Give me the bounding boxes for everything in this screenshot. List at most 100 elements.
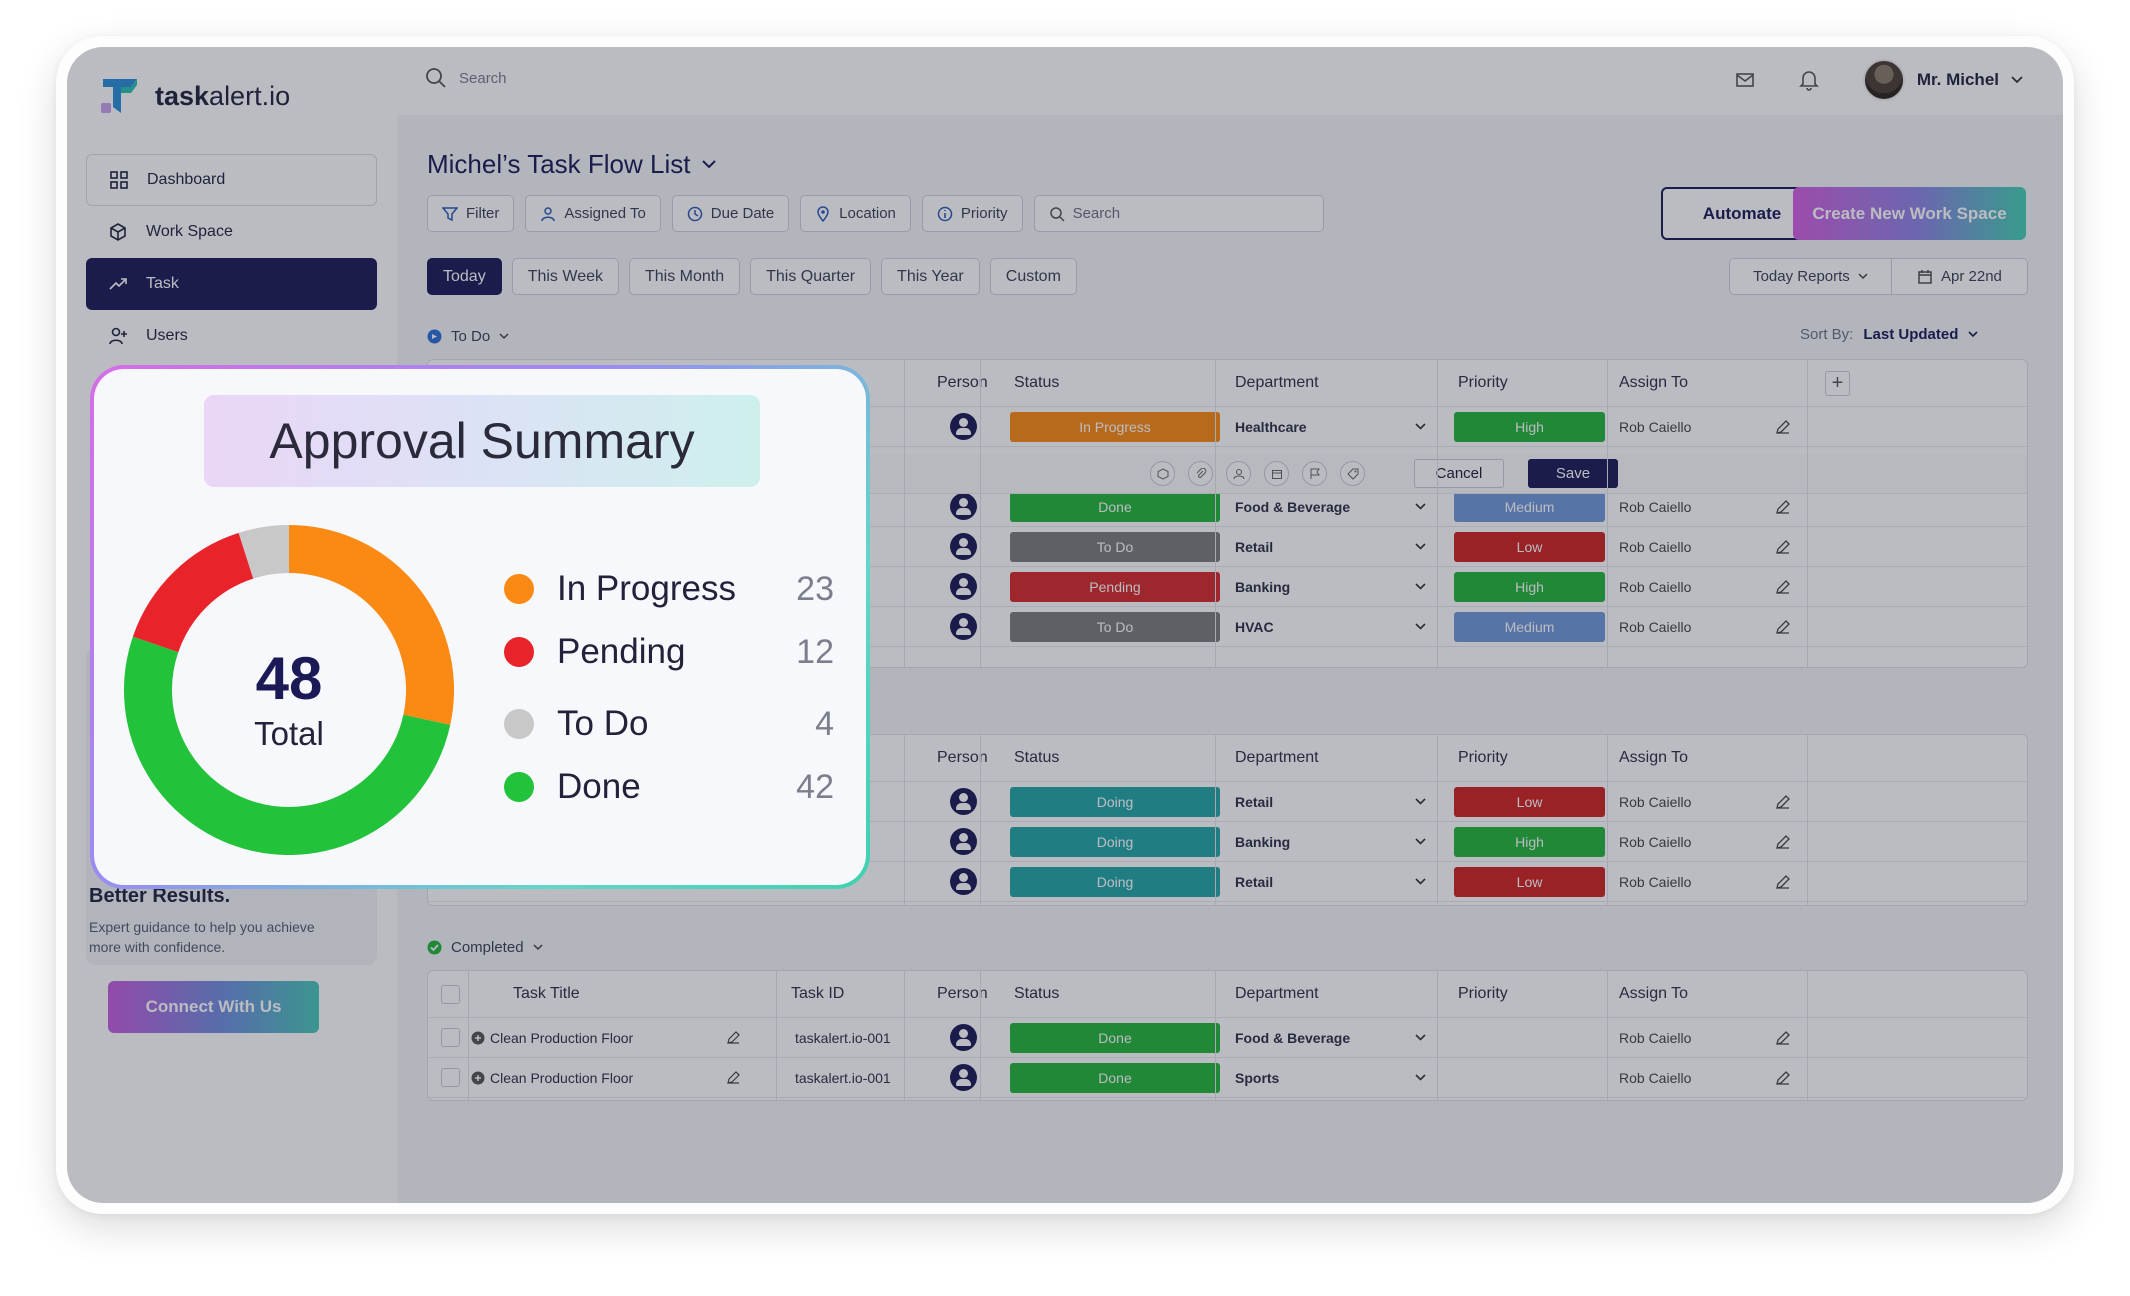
edit-icon[interactable]	[1775, 1058, 1791, 1097]
status-badge[interactable]: In Progress	[1010, 412, 1220, 442]
table-row[interactable]: -001PendingBankingHighRob Caiello	[428, 567, 2027, 607]
assignee-icon[interactable]	[1226, 461, 1251, 486]
person-avatar-cell[interactable]	[950, 487, 977, 526]
mail-icon[interactable]	[1735, 70, 1755, 90]
due-date-filter[interactable]: Due Date	[671, 195, 790, 232]
chevron-down-icon[interactable]	[1415, 782, 1426, 821]
tab-this-quarter[interactable]: This Quarter	[750, 258, 872, 295]
tab-custom[interactable]: Custom	[989, 258, 1077, 295]
status-badge[interactable]: Pending	[1010, 572, 1220, 602]
table-row[interactable]: rt.io-001DoingRetailLowRob Caiello	[428, 862, 2027, 902]
cancel-button[interactable]: Cancel	[1414, 459, 1504, 488]
create-workspace-button[interactable]: Create New Work Space	[1793, 187, 2026, 240]
chevron-down-icon[interactable]	[1415, 607, 1426, 646]
expand-icon[interactable]	[471, 1058, 485, 1097]
filter-button[interactable]: Filter	[427, 195, 515, 232]
page-title[interactable]: Michel’s Task Flow List	[427, 149, 717, 180]
assigned-to-filter[interactable]: Assigned To	[525, 195, 661, 232]
task-title[interactable]: Clean Production Floor	[490, 1069, 634, 1086]
expand-icon[interactable]	[471, 1018, 485, 1057]
priority-badge[interactable]: Low	[1454, 787, 1605, 817]
flag-icon[interactable]	[1302, 461, 1327, 486]
date-picker[interactable]: Apr 22nd	[1892, 259, 2027, 294]
sidebar-item-task[interactable]: Task	[86, 258, 377, 310]
priority-badge[interactable]: Low	[1454, 867, 1605, 897]
edit-icon[interactable]	[1775, 1018, 1791, 1057]
tab-this-week[interactable]: This Week	[511, 258, 619, 295]
status-badge[interactable]: Doing	[1010, 787, 1220, 817]
user-menu[interactable]: Mr. Michel	[1862, 59, 2023, 101]
edit-icon[interactable]	[1775, 862, 1791, 901]
tab-this-month[interactable]: This Month	[628, 258, 741, 295]
sort-control[interactable]: Sort By: Last Updated	[1800, 326, 1978, 343]
chevron-down-icon[interactable]	[1415, 1058, 1426, 1097]
status-badge[interactable]: Doing	[1010, 827, 1220, 857]
status-badge[interactable]: To Do	[1010, 612, 1220, 642]
department-select[interactable]: Banking	[1235, 833, 1291, 850]
sidebar-item-workspace[interactable]: Work Space	[86, 206, 377, 258]
sidebar-item-users[interactable]: Users	[86, 310, 377, 362]
edit-icon[interactable]	[1775, 607, 1791, 646]
edit-icon[interactable]	[1775, 487, 1791, 526]
chevron-down-icon[interactable]	[1415, 487, 1426, 526]
tab-today[interactable]: Today	[427, 258, 502, 295]
status-badge[interactable]: Doing	[1010, 867, 1220, 897]
person-avatar-cell[interactable]	[950, 862, 977, 901]
chevron-down-icon[interactable]	[1415, 527, 1426, 566]
department-select[interactable]: Healthcare	[1235, 418, 1307, 435]
tab-this-year[interactable]: This Year	[881, 258, 980, 295]
edit-icon[interactable]	[1775, 407, 1791, 446]
priority-badge[interactable]: High	[1454, 412, 1605, 442]
priority-badge[interactable]: Low	[1454, 532, 1605, 562]
person-avatar-cell[interactable]	[950, 1018, 977, 1057]
tag-icon[interactable]	[1340, 461, 1365, 486]
group-header-completed[interactable]: Completed	[427, 939, 543, 956]
row-checkbox[interactable]	[441, 1058, 460, 1097]
department-select[interactable]: Retail	[1235, 793, 1274, 810]
person-avatar-cell[interactable]	[950, 407, 977, 446]
status-badge[interactable]: Done	[1010, 1023, 1220, 1053]
department-select[interactable]: Retail	[1235, 538, 1274, 555]
chevron-down-icon[interactable]	[1415, 862, 1426, 901]
add-column-button[interactable]: +	[1825, 360, 1850, 406]
group-header-todo[interactable]: To Do	[427, 328, 509, 345]
bell-icon[interactable]	[1798, 69, 1819, 91]
select-all-checkbox[interactable]	[441, 971, 460, 1017]
person-avatar-cell[interactable]	[950, 567, 977, 606]
attachment-icon[interactable]	[1188, 461, 1213, 486]
app-logo[interactable]: taskalert.io	[97, 73, 290, 119]
table-search-input[interactable]: Search	[1033, 195, 1324, 232]
status-badge[interactable]: To Do	[1010, 532, 1220, 562]
person-avatar-cell[interactable]	[950, 782, 977, 821]
department-select[interactable]: Sports	[1235, 1069, 1280, 1086]
chevron-down-icon[interactable]	[1415, 822, 1426, 861]
person-avatar-cell[interactable]	[950, 607, 977, 646]
department-select[interactable]: Food & Beverage	[1235, 1029, 1351, 1046]
chevron-down-icon[interactable]	[1415, 567, 1426, 606]
department-select[interactable]: Banking	[1235, 578, 1291, 595]
person-avatar-cell[interactable]	[950, 822, 977, 861]
cube-icon[interactable]	[1150, 461, 1175, 486]
location-filter[interactable]: Location	[800, 195, 911, 232]
row-checkbox[interactable]	[441, 1018, 460, 1057]
edit-title-icon[interactable]	[726, 1018, 741, 1057]
sidebar-item-dashboard[interactable]: Dashboard	[86, 154, 377, 206]
department-select[interactable]: Food & Beverage	[1235, 498, 1351, 515]
chevron-down-icon[interactable]	[1415, 407, 1426, 446]
person-avatar-cell[interactable]	[950, 1058, 977, 1097]
table-row[interactable]: Clean Production Floor taskalert.io-001 Do…	[428, 1058, 2027, 1098]
person-avatar-cell[interactable]	[950, 527, 977, 566]
search-input[interactable]: Search	[425, 67, 507, 89]
edit-title-icon[interactable]	[726, 1058, 741, 1097]
table-row[interactable]: Clean Production Floor taskalert.io-001 Do…	[428, 1018, 2027, 1058]
task-title[interactable]: Clean Production Floor	[490, 1029, 634, 1046]
priority-badge[interactable]: Medium	[1454, 612, 1605, 642]
calendar-icon[interactable]	[1264, 461, 1289, 486]
chevron-down-icon[interactable]	[1415, 1018, 1426, 1057]
edit-icon[interactable]	[1775, 527, 1791, 566]
priority-badge[interactable]: High	[1454, 572, 1605, 602]
priority-filter[interactable]: Priority	[921, 195, 1023, 232]
status-badge[interactable]: Done	[1010, 1063, 1220, 1093]
